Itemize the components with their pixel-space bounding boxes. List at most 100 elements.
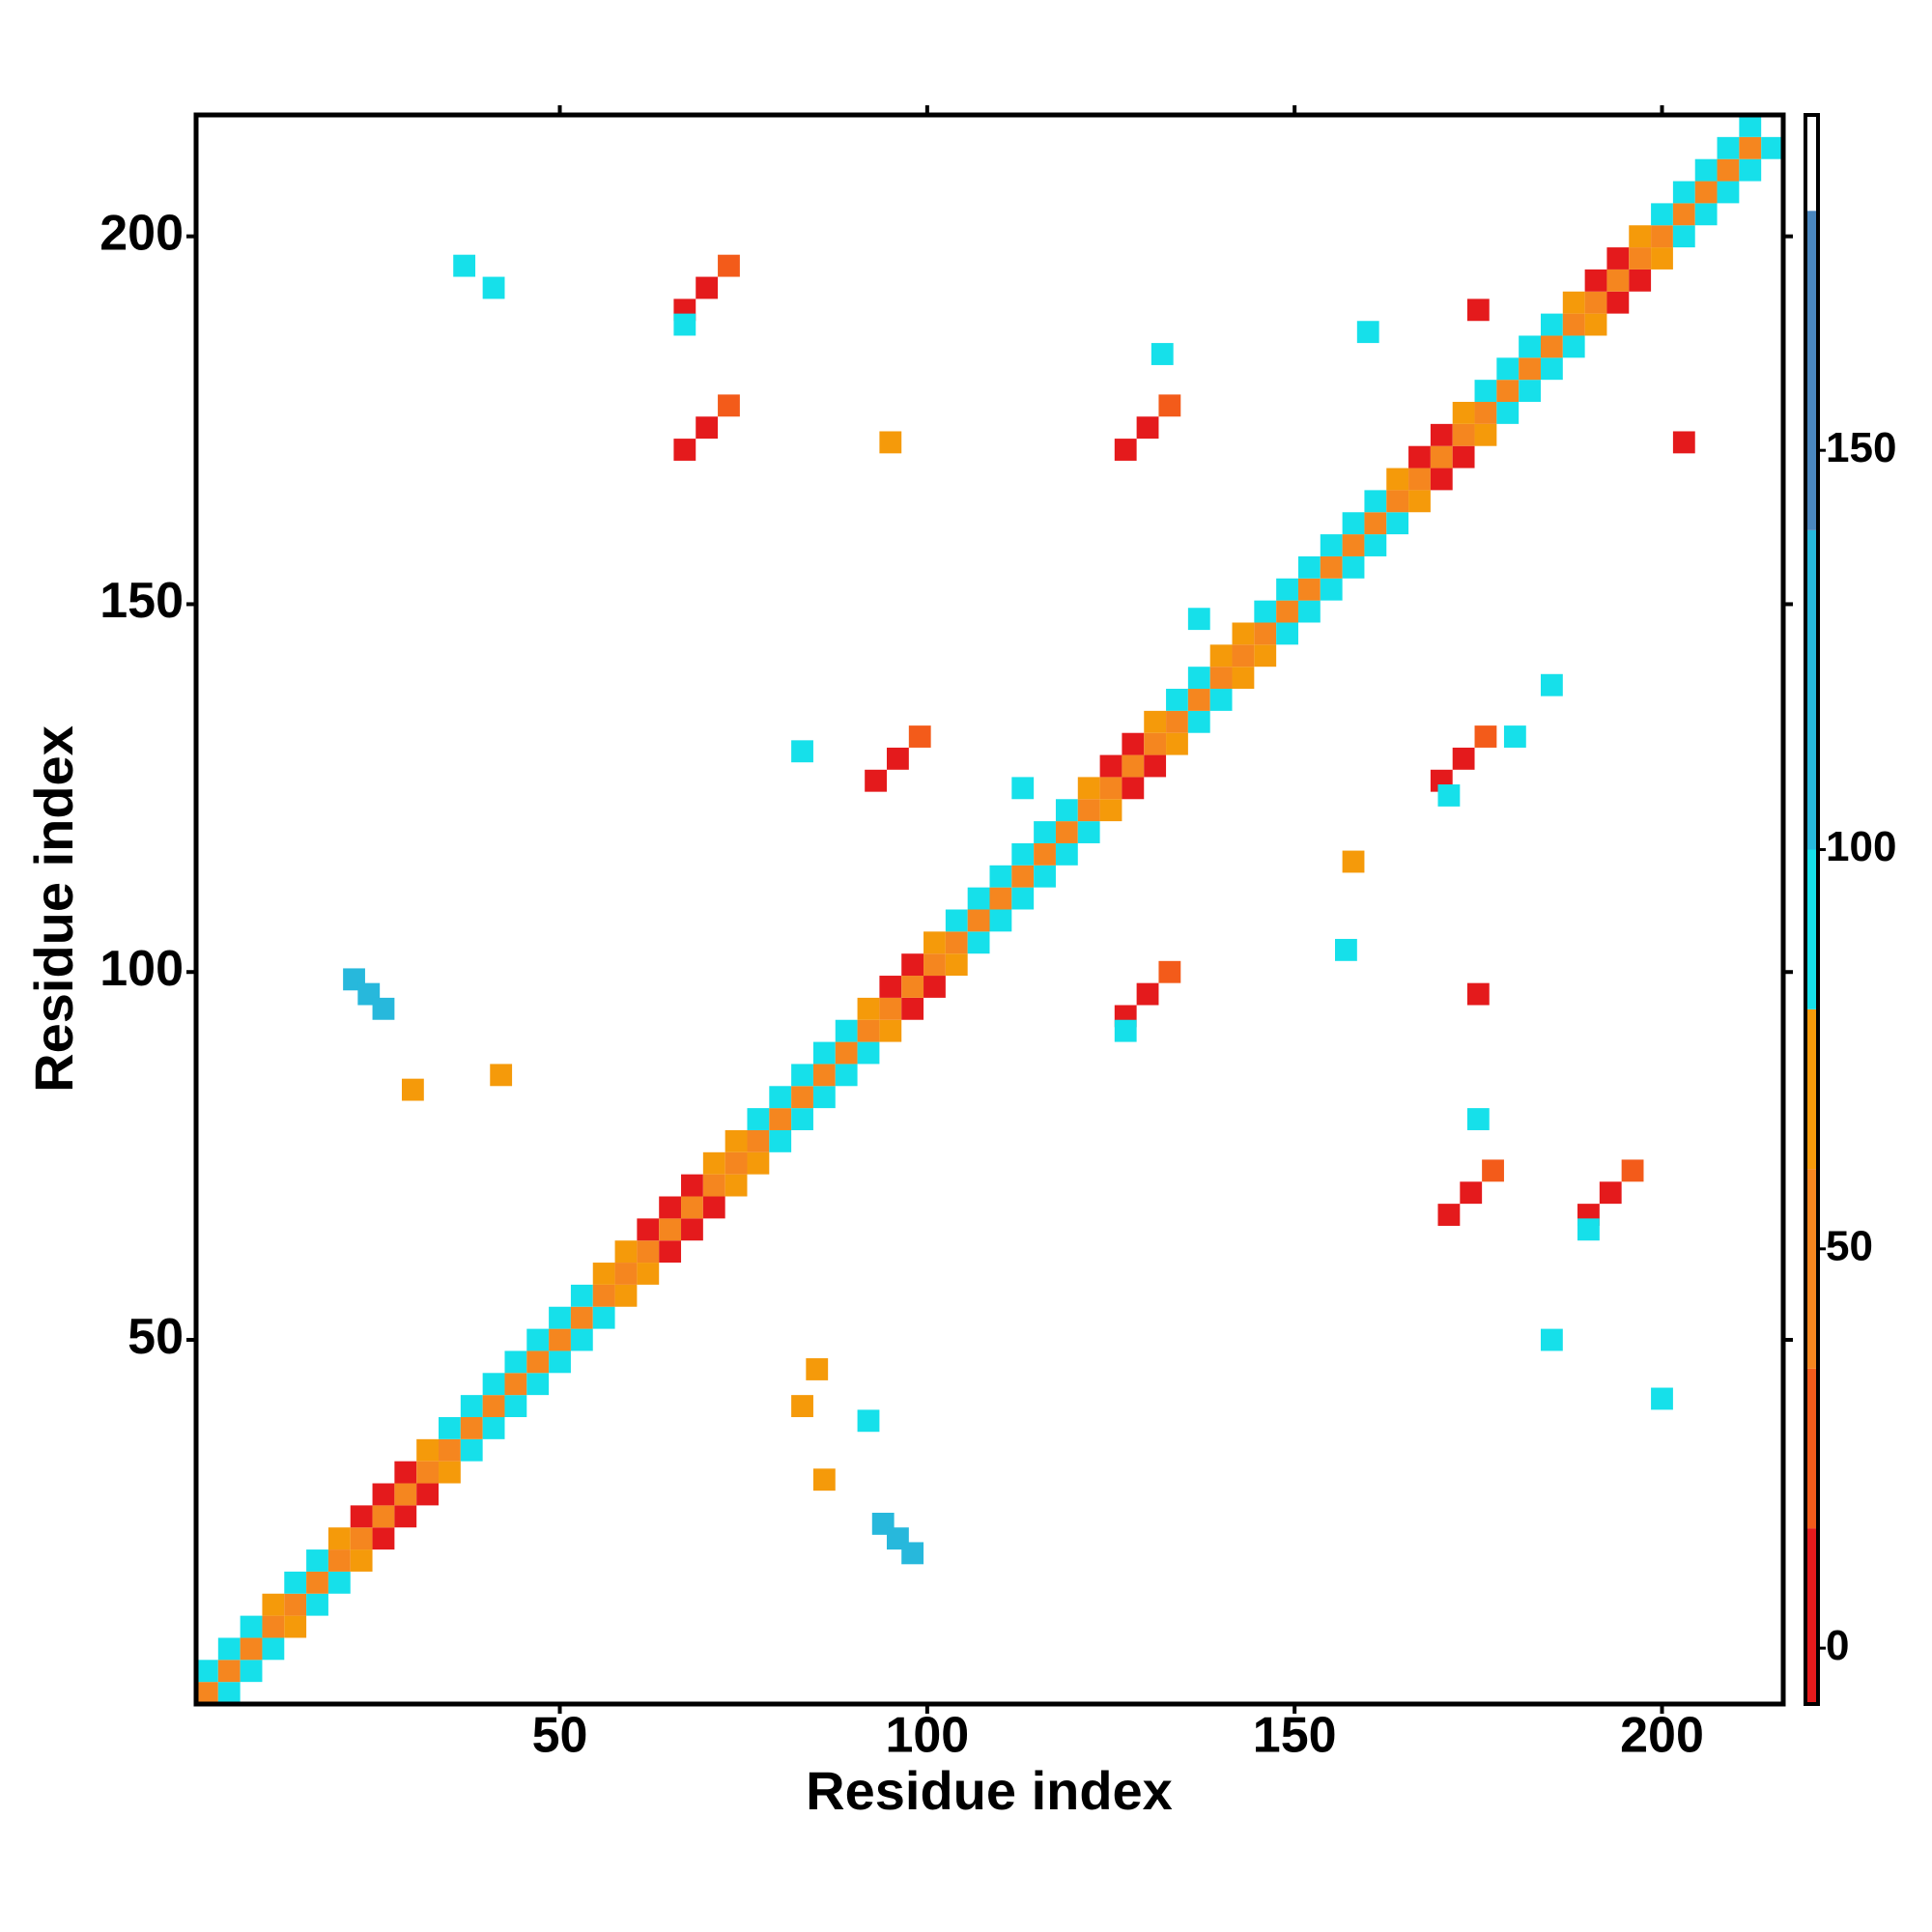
heatmap-cell: [1151, 343, 1174, 365]
heatmap-cell: [989, 865, 1012, 888]
heatmap-cell: [1364, 512, 1387, 535]
heatmap-cell: [1136, 982, 1159, 1006]
heatmap-cell: [196, 1660, 218, 1683]
heatmap-cell: [482, 1373, 505, 1396]
heatmap-cell: [1034, 842, 1056, 866]
heatmap-cell: [835, 1064, 858, 1087]
colorbar-bin: [1805, 1528, 1818, 1704]
colorbar-bin: [1805, 1169, 1818, 1369]
heatmap-cell: [1606, 291, 1630, 314]
y-tick-label: 200: [99, 205, 184, 261]
heatmap-cell: [1599, 1181, 1622, 1205]
heatmap-cell: [1474, 380, 1497, 403]
heatmap-cell: [1584, 291, 1607, 314]
heatmap-cell: [901, 997, 924, 1020]
heatmap-cell: [1297, 600, 1321, 623]
heatmap-cell: [1364, 534, 1387, 556]
heatmap-cell: [1320, 555, 1343, 579]
heatmap-cell: [1474, 423, 1497, 446]
heatmap-cell: [1386, 468, 1409, 491]
heatmap-cell: [835, 1041, 858, 1065]
heatmap-cell: [747, 1129, 770, 1152]
heatmap-cell: [791, 1064, 813, 1087]
heatmap-cell: [460, 1395, 483, 1417]
heatmap-cell: [1055, 799, 1078, 822]
heatmap-cell: [217, 1660, 241, 1683]
heatmap-cell: [570, 1328, 593, 1351]
heatmap-cell: [1408, 490, 1431, 513]
heatmap-cell: [1717, 136, 1740, 159]
heatmap-cell: [702, 1174, 725, 1197]
heatmap-cell: [857, 997, 880, 1020]
heatmap-cell: [1122, 754, 1145, 778]
heatmap-cell: [1187, 689, 1210, 711]
heatmap-cell: [1672, 225, 1695, 248]
heatmap-cell: [262, 1637, 285, 1661]
heatmap-cell: [967, 909, 990, 932]
heatmap-cell: [570, 1284, 593, 1307]
heatmap-cell: [1629, 269, 1652, 292]
heatmap-cell: [1320, 534, 1343, 556]
heatmap-cell: [1209, 689, 1233, 711]
heatmap-cell: [1717, 158, 1740, 182]
heatmap-cell: [240, 1637, 263, 1661]
heatmap-cell: [372, 1483, 395, 1506]
heatmap-cell: [879, 1019, 902, 1042]
heatmap-cell: [1011, 842, 1035, 866]
heatmap-cell: [482, 1416, 505, 1439]
heatmap-cell: [439, 1461, 461, 1484]
heatmap-cell: [879, 997, 902, 1020]
colorbar-bin: [1805, 529, 1818, 850]
colorbar-bin: [1805, 1009, 1818, 1170]
heatmap-cell: [1672, 181, 1695, 204]
heatmap-cell: [1540, 673, 1563, 696]
heatmap-cell: [1584, 313, 1607, 336]
heatmap-cell: [1452, 445, 1475, 469]
heatmap-cell: [262, 1615, 285, 1638]
heatmap-cell: [747, 1108, 770, 1130]
colorbar-frame: [1804, 113, 1820, 1706]
heatmap-cell: [1158, 960, 1181, 983]
heatmap-cell: [1651, 203, 1673, 226]
heatmap-cell: [217, 1637, 241, 1661]
heatmap-cell: [923, 931, 946, 954]
heatmap-cell: [673, 313, 696, 336]
heatmap-cell: [372, 1505, 395, 1528]
heatmap-cell: [696, 416, 719, 440]
heatmap-cell: [791, 740, 813, 763]
heatmap-cell: [1232, 622, 1255, 645]
heatmap-cell: [217, 1682, 241, 1704]
heatmap-cell: [1540, 335, 1563, 358]
heatmap-cell: [1430, 468, 1453, 491]
heatmap-cell: [350, 1505, 373, 1528]
heatmap-cell: [1276, 578, 1298, 601]
heatmap-cell: [1466, 1108, 1490, 1130]
heatmap-cell: [1584, 269, 1607, 292]
heatmap-cell: [1452, 423, 1475, 446]
y-axis-label: Residue index: [23, 725, 84, 1093]
heatmap-cell: [1144, 754, 1167, 778]
heatmap-cell: [1694, 158, 1718, 182]
heatmap-cell: [887, 747, 909, 770]
heatmap-cell: [1099, 777, 1122, 800]
heatmap-cell: [1408, 468, 1431, 491]
heatmap-cell: [1519, 335, 1541, 358]
heatmap-cell: [504, 1395, 527, 1417]
heatmap-cell: [592, 1306, 615, 1329]
heatmap-cell: [1503, 725, 1526, 748]
heatmap-cell: [394, 1483, 417, 1506]
heatmap-cell: [1114, 1019, 1137, 1042]
heatmap-cell: [1342, 534, 1365, 556]
heatmap-cell: [1011, 777, 1035, 800]
heatmap-cell: [1577, 1218, 1600, 1241]
heatmap-cell: [791, 1395, 813, 1417]
heatmap-cell: [592, 1263, 615, 1285]
heatmap-cell: [570, 1306, 593, 1329]
heatmap-cell: [1496, 402, 1520, 424]
heatmap-cell: [284, 1571, 307, 1594]
heatmap-cell: [1166, 689, 1188, 711]
heatmap-cell: [549, 1328, 571, 1351]
heatmap-cell: [1540, 357, 1563, 381]
heatmap-cell: [1452, 402, 1475, 424]
heatmap-cell: [702, 1151, 725, 1175]
